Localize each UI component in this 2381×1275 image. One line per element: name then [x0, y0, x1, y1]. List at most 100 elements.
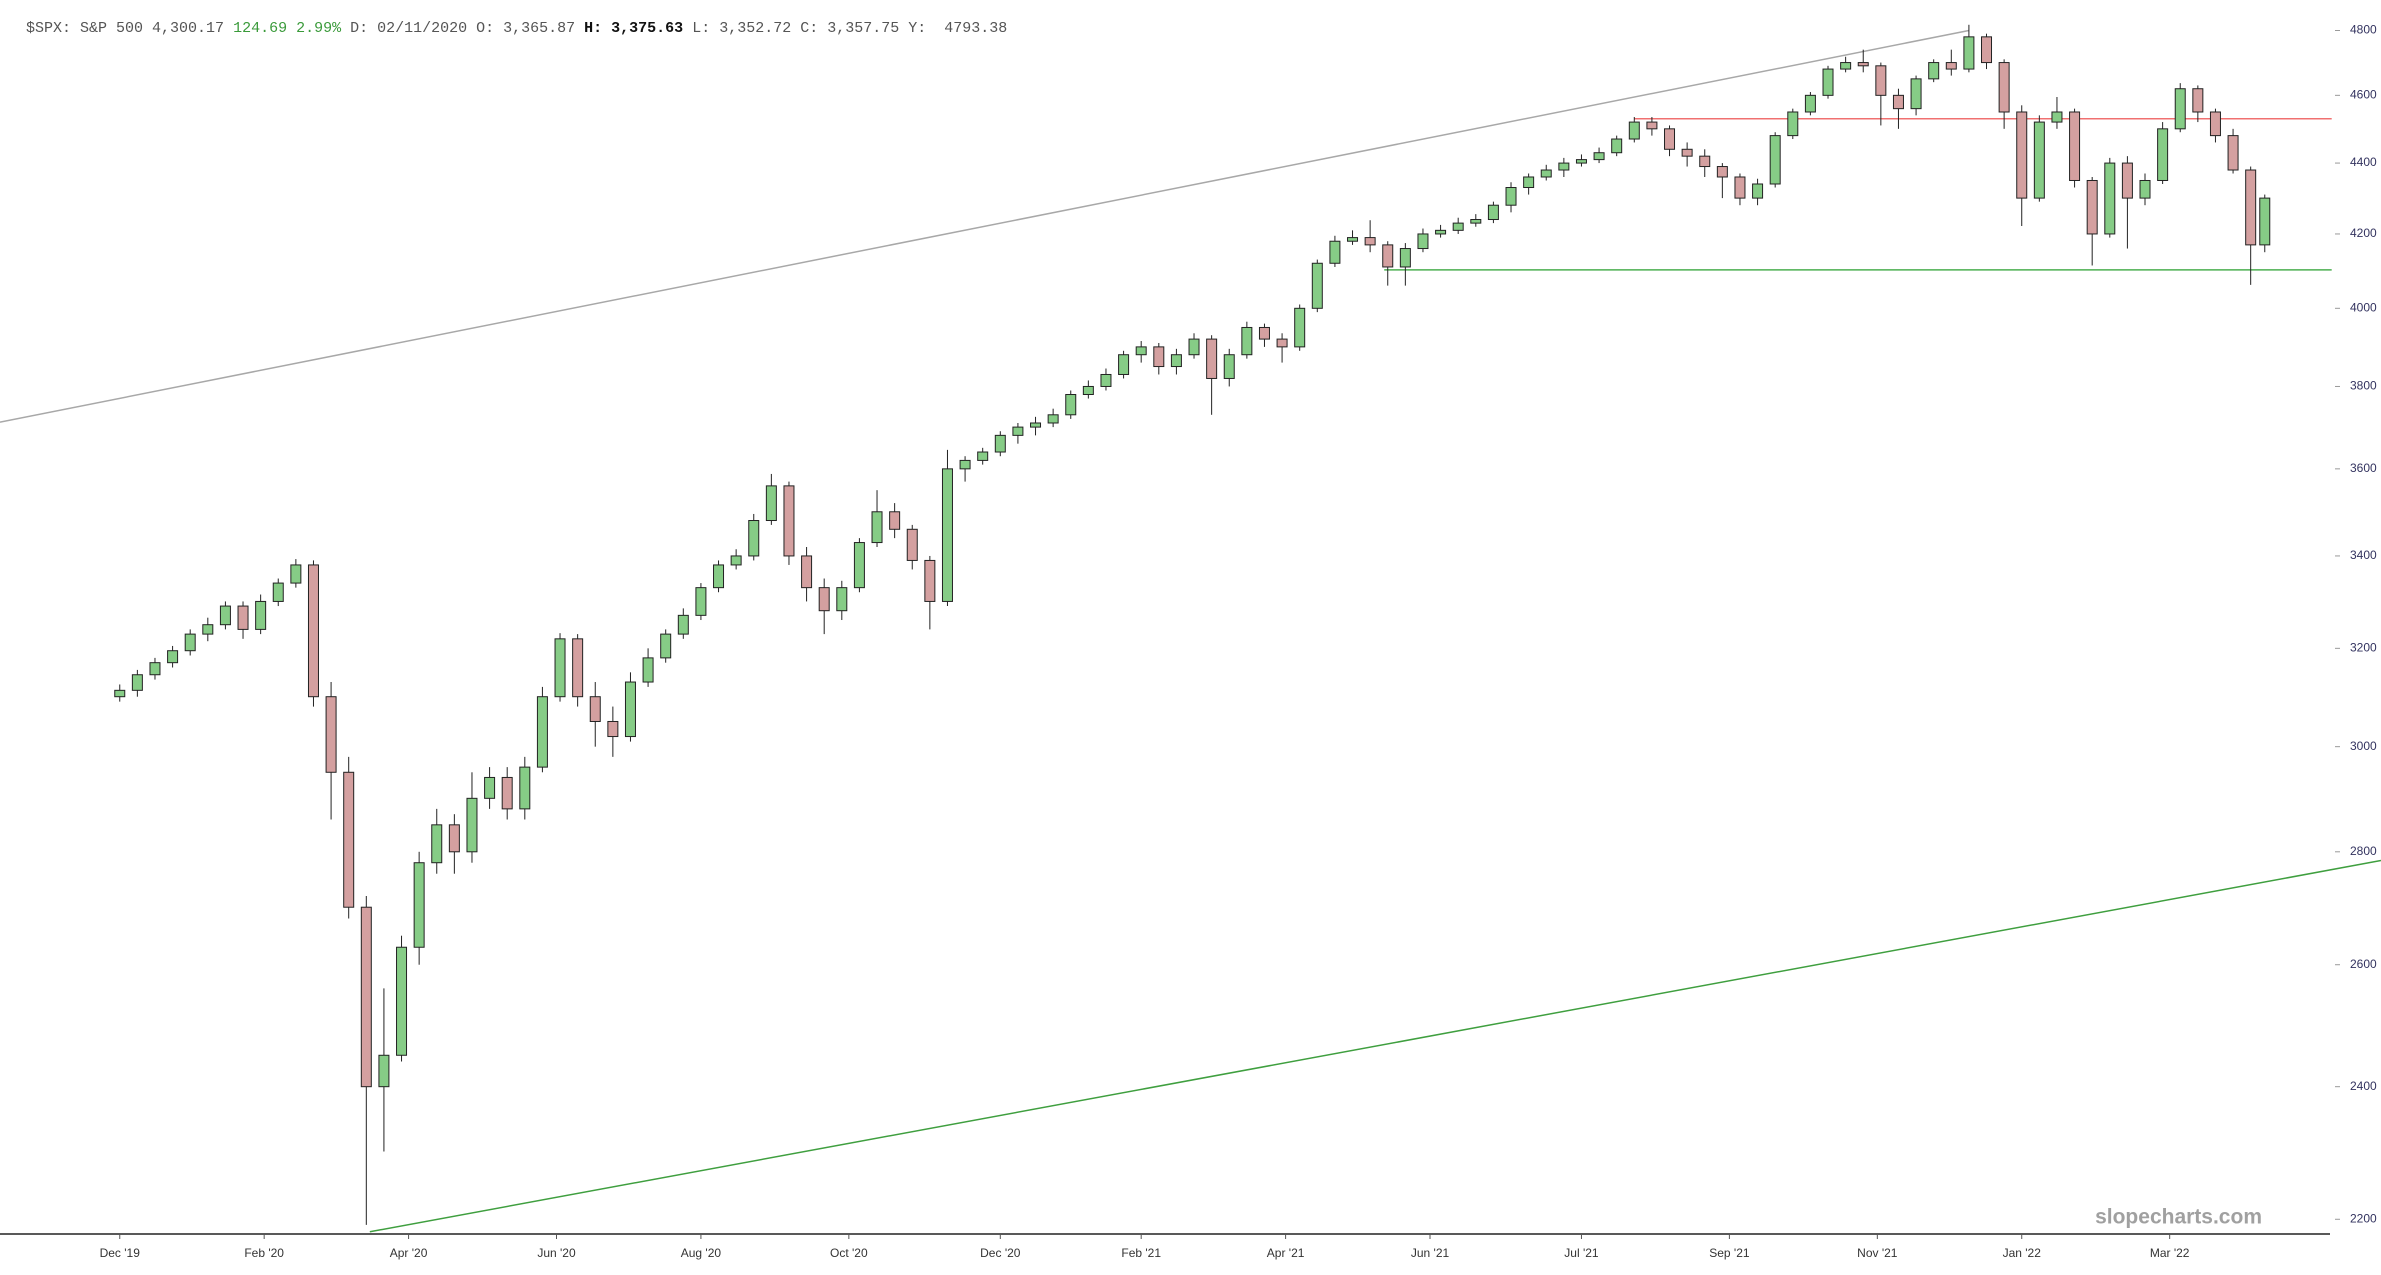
candle-body: [272, 582, 284, 602]
candle-body: [1047, 414, 1059, 424]
candle-body: [2259, 197, 2271, 246]
candle-body: [1347, 237, 1359, 242]
candle-body: [1892, 94, 1904, 110]
y-tick-label: 4200: [2350, 226, 2377, 240]
y-tick-label: 2800: [2350, 844, 2377, 858]
watermark: slopecharts.com: [2095, 1206, 2262, 1229]
last-price: 4,300.17: [152, 20, 225, 37]
y-tick-label: 3600: [2350, 461, 2377, 475]
candle-body: [2086, 179, 2098, 235]
candle-body: [801, 555, 813, 589]
x-tick-label: Mar '22: [2150, 1246, 2190, 1260]
candle-body: [1294, 307, 1306, 348]
candle-body: [906, 528, 918, 561]
candle-body: [167, 650, 179, 664]
x-tick-label: Apr '21: [1267, 1246, 1305, 1260]
candle-body: [1399, 248, 1411, 268]
y-tick-label: 3000: [2350, 739, 2377, 753]
candle-body: [1364, 237, 1376, 246]
candle-body: [660, 633, 672, 659]
candle-body: [1681, 148, 1693, 157]
candle-body: [131, 674, 143, 691]
candle-body: [1523, 176, 1535, 189]
candle-body: [1787, 111, 1799, 137]
x-tick-label: Apr '20: [390, 1246, 428, 1260]
candle-body: [924, 559, 936, 602]
candle-body: [1329, 240, 1341, 264]
candle-body: [149, 662, 161, 676]
candle-body: [2033, 121, 2045, 199]
candle-body: [748, 520, 760, 557]
candle-body: [396, 946, 408, 1056]
candle-body: [977, 451, 989, 461]
candle-body: [2245, 169, 2257, 246]
x-tick-label: Dec '20: [980, 1246, 1021, 1260]
candle-body: [2016, 111, 2028, 199]
y-tick-label: 2400: [2350, 1079, 2377, 1093]
y-tick-label: 4600: [2350, 88, 2377, 102]
candle-body: [1628, 121, 1640, 140]
x-tick-label: Nov '21: [1857, 1246, 1898, 1260]
x-tick-label: Dec '19: [100, 1246, 141, 1260]
candle-body: [325, 696, 337, 773]
candle-body: [1945, 62, 1957, 70]
y-tick-label: 2200: [2350, 1211, 2377, 1225]
candle-body: [1153, 346, 1165, 368]
candle-body: [1487, 204, 1499, 221]
x-tick-label: Feb '20: [244, 1246, 284, 1260]
symbol: $SPX: S&P 500: [26, 20, 144, 37]
candle-body: [1910, 78, 1922, 110]
x-tick-label: Sep '21: [1709, 1246, 1750, 1260]
candle-body: [2139, 179, 2151, 199]
candle-body: [2174, 88, 2186, 130]
candle-body: [448, 824, 460, 853]
candle-body: [1223, 354, 1235, 379]
candle-body: [1875, 65, 1887, 96]
candle-body: [1082, 385, 1094, 396]
candle-body: [307, 564, 319, 698]
candle-body: [1135, 346, 1147, 356]
candle-body: [1100, 373, 1112, 387]
x-tick-label: Jun '21: [1411, 1246, 1450, 1260]
candle-body: [1998, 62, 2010, 113]
candle-body: [1470, 219, 1482, 224]
candle-body: [2209, 111, 2221, 137]
candle-body: [589, 696, 601, 722]
candle-body: [466, 797, 478, 853]
candle-body: [1575, 159, 1587, 164]
change: 124.69 2.99%: [233, 20, 342, 37]
candle-body: [237, 605, 249, 630]
candle-body: [1611, 138, 1623, 154]
candle-body: [360, 906, 372, 1088]
candle-body: [994, 434, 1006, 453]
candle-body: [624, 681, 636, 738]
x-tick-label: Aug '20: [681, 1246, 722, 1260]
candle-body: [536, 696, 548, 768]
candle-body: [695, 587, 707, 616]
x-tick-label: Oct '20: [830, 1246, 868, 1260]
candle-body: [2227, 135, 2239, 171]
close: C: 3,357.75: [800, 20, 900, 37]
candle-body: [1981, 36, 1993, 64]
candle-body: [1822, 68, 1834, 96]
candle-body: [1716, 166, 1728, 178]
candle-body: [730, 555, 742, 566]
prev-close: Y: 4793.38: [908, 20, 1008, 37]
candle-body: [255, 600, 267, 630]
candle-body: [572, 638, 584, 698]
x-tick-label: Jan '22: [2003, 1246, 2042, 1260]
candle-body: [1188, 338, 1200, 356]
candle-body: [1241, 326, 1253, 356]
candle-body: [184, 633, 196, 652]
candle-body: [889, 511, 901, 530]
candle-body: [1258, 326, 1270, 340]
candle-body: [1752, 183, 1764, 199]
candle-body: [519, 766, 531, 810]
candle-body: [1382, 244, 1394, 268]
candle-body: [1417, 233, 1429, 250]
candle-body: [1840, 62, 1852, 70]
y-tick-label: 3200: [2350, 640, 2377, 654]
candle-body: [1963, 36, 1975, 70]
candle-body: [114, 689, 126, 698]
